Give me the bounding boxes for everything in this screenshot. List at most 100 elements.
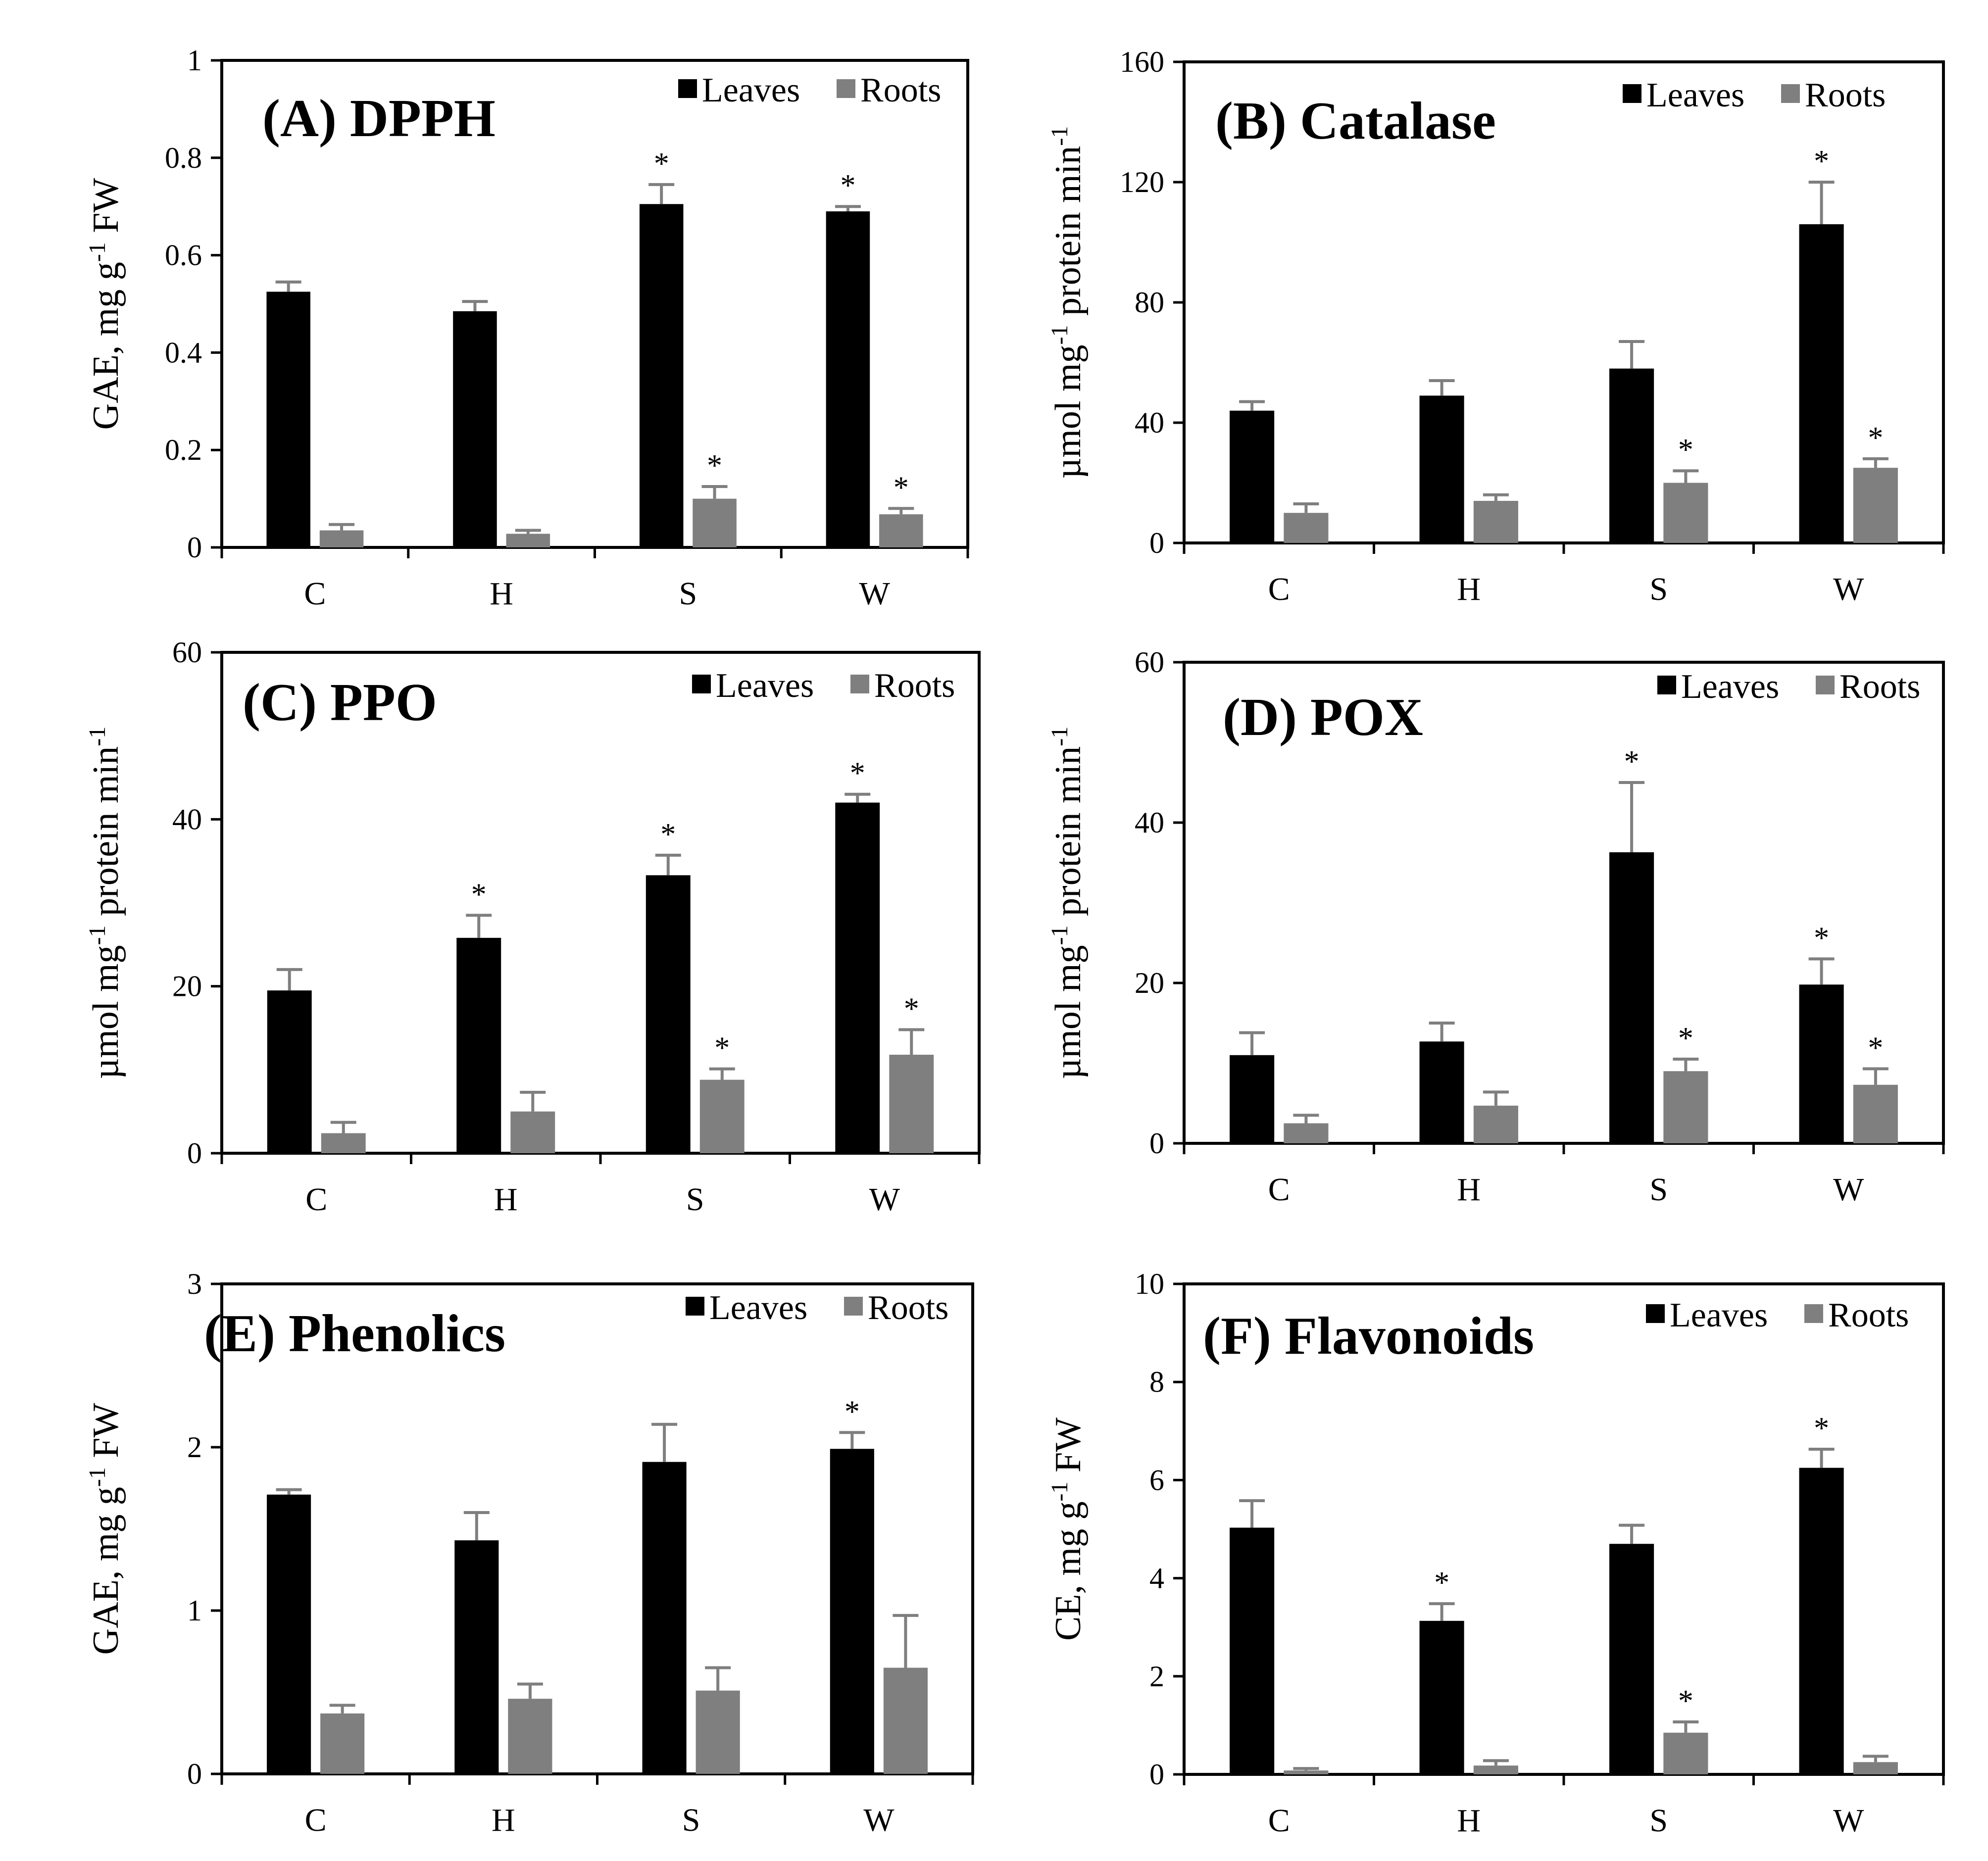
bar-leaves-C [1230, 1055, 1275, 1143]
bar-leaves-H [454, 1540, 499, 1774]
bar-leaves-H [456, 937, 501, 1153]
bar-leaves-W [1799, 1468, 1844, 1774]
bar-roots-W [883, 1667, 928, 1774]
y-tick-label: 40 [172, 803, 202, 835]
bar-roots-C [320, 1713, 365, 1774]
bar-roots-H [1473, 1105, 1518, 1143]
x-category-label: S [1649, 1803, 1668, 1839]
legend-swatch-roots [1816, 676, 1835, 694]
bar-roots-S [693, 498, 737, 547]
significance-asterisk: * [1678, 1022, 1693, 1055]
significance-asterisk: * [654, 147, 669, 181]
y-tick-label: 0.6 [165, 239, 202, 272]
x-category-label: S [1649, 1172, 1668, 1208]
y-tick-label: 0 [187, 1758, 202, 1790]
chart-panel-3: 0 20 40 60 C H * S * * W * * (C) PPO Leaves Roots µmol m… [84, 636, 981, 1218]
y-tick-label: 0 [1149, 1758, 1164, 1791]
legend-swatch-leaves [686, 1297, 704, 1316]
bar-roots-W [889, 1054, 934, 1153]
bar-leaves-H [1419, 1620, 1464, 1774]
x-category-label: S [1649, 571, 1668, 607]
y-tick-label: 20 [1135, 967, 1164, 999]
bar-roots-H [508, 1699, 552, 1774]
bar-leaves-H [1419, 395, 1464, 543]
legend-swatch-roots [837, 79, 855, 98]
y-tick-label: 1 [187, 1594, 202, 1627]
y-tick-label: 0 [187, 531, 202, 564]
panel-title: (C) PPO [243, 673, 437, 732]
legend-label-leaves: Leaves [1670, 1296, 1768, 1334]
legend-label-leaves: Leaves [716, 667, 814, 705]
bar-leaves-S [639, 204, 684, 547]
y-tick-label: 60 [1135, 646, 1164, 679]
bar-roots-S [1663, 483, 1708, 543]
bar-leaves-C [1230, 1527, 1275, 1774]
bar-leaves-W [1799, 224, 1844, 543]
bar-roots-C [319, 530, 364, 547]
chart-panel-1: 0 0.2 0.4 0.6 0.8 1 C H S * * W * * (A) DPPH Leaves Root… [84, 44, 969, 612]
panel-title: (F) Flavonoids [1203, 1307, 1534, 1366]
bar-leaves-W [830, 1449, 874, 1774]
significance-asterisk: * [660, 818, 676, 851]
bar-roots-C [1284, 513, 1329, 543]
bar-roots-S [699, 1079, 745, 1153]
x-category-label: C [1268, 1803, 1290, 1839]
bar-leaves-S [1609, 1544, 1654, 1774]
x-category-label: S [682, 1802, 700, 1838]
panel-title: (A) DPPH [262, 89, 496, 148]
panel-title: (E) Phenolics [204, 1304, 505, 1363]
x-category-label: W [1833, 571, 1864, 607]
chart-panel-2: 0 40 80 120 160 C H S * W * * (B) Catalase Leaves Root… [1046, 46, 1945, 607]
legend-label-leaves: Leaves [1681, 668, 1779, 706]
legend-swatch-roots [1804, 1304, 1823, 1323]
x-category-label: W [859, 576, 890, 612]
bar-roots-H [1473, 1765, 1518, 1774]
bar-roots-C [1284, 1123, 1329, 1143]
significance-asterisk: * [1814, 1412, 1829, 1445]
y-tick-label: 40 [1135, 406, 1164, 439]
y-tick-label: 80 [1135, 286, 1164, 319]
y-tick-label: 60 [172, 636, 202, 669]
chart-panel-5: 0 1 2 3 C H S W * (E) Phenolics Leaves Roots GAE, mg… [84, 1268, 974, 1838]
bar-leaves-S [1609, 852, 1654, 1143]
y-axis-label: CE, mg g-1 FW [1046, 1418, 1089, 1641]
legend-swatch-leaves [692, 675, 711, 693]
x-category-label: C [305, 1181, 327, 1218]
x-category-label: H [494, 1181, 518, 1218]
bar-leaves-C [267, 990, 312, 1153]
bar-leaves-W [826, 211, 870, 547]
significance-asterisk: * [1678, 1684, 1693, 1718]
significance-asterisk: * [707, 449, 722, 483]
significance-asterisk: * [894, 471, 909, 504]
y-tick-label: 6 [1149, 1464, 1164, 1496]
significance-asterisk: * [850, 757, 865, 790]
legend-swatch-roots [850, 675, 869, 693]
panel-title: (B) Catalase [1215, 92, 1496, 150]
chart-panel-6: 0 2 4 6 8 10 C H * S * W * (F) Flavonoids Leaves Roots C… [1046, 1268, 1945, 1839]
bar-roots-H [1473, 500, 1518, 543]
significance-asterisk: * [1868, 421, 1883, 455]
legend-label-roots: Roots [1839, 668, 1920, 706]
bar-roots-W [1853, 1084, 1898, 1143]
y-tick-label: 2 [1149, 1660, 1164, 1693]
bar-roots-S [1663, 1732, 1708, 1774]
bar-roots-H [510, 1111, 555, 1153]
bar-leaves-W [1799, 984, 1844, 1143]
x-category-label: H [1457, 571, 1481, 607]
y-tick-label: 0.8 [165, 142, 202, 174]
bar-leaves-H [453, 311, 497, 547]
x-category-label: C [1268, 571, 1290, 607]
bar-roots-S [696, 1690, 740, 1774]
x-category-label: H [490, 576, 513, 612]
significance-asterisk: * [904, 992, 919, 1026]
legend-label-leaves: Leaves [1646, 76, 1744, 114]
legend-swatch-leaves [1657, 676, 1676, 694]
y-tick-label: 120 [1120, 166, 1164, 198]
x-category-label: W [863, 1802, 895, 1838]
significance-asterisk: * [1814, 145, 1829, 178]
bar-roots-W [1853, 468, 1898, 543]
significance-asterisk: * [1814, 921, 1829, 955]
y-tick-label: 20 [172, 970, 202, 1003]
legend-swatch-leaves [1623, 84, 1641, 103]
